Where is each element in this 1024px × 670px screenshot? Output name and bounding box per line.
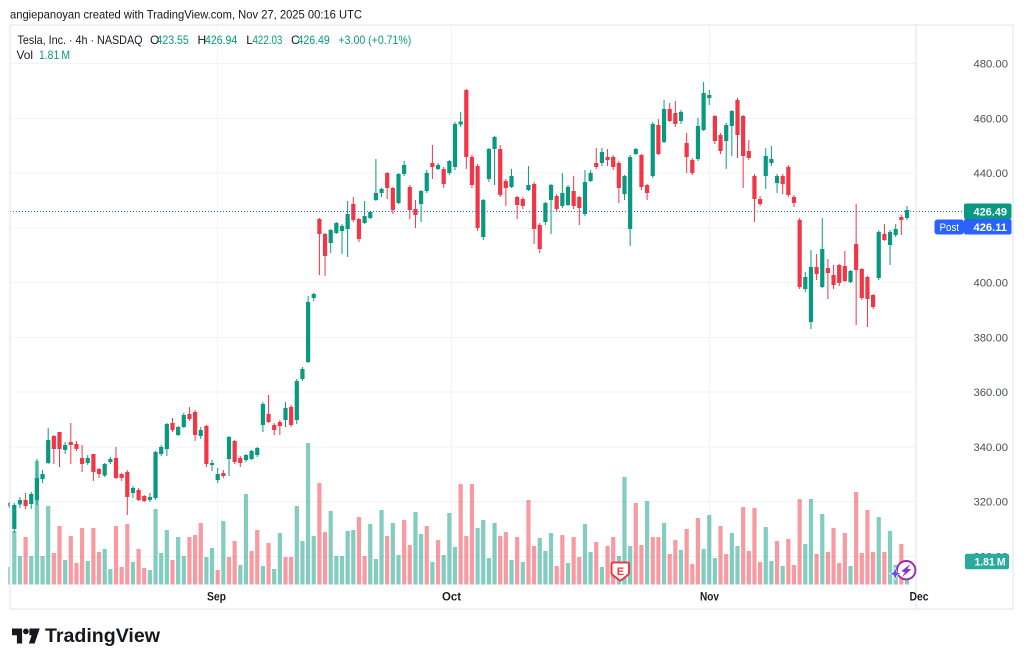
svg-text:Tesla, Inc. · 4h · NASDAQ: Tesla, Inc. · 4h · NASDAQ <box>18 33 143 47</box>
svg-text:angiepanoyan created with Trad: angiepanoyan created with TradingView.co… <box>10 8 362 22</box>
svg-text:480.00: 480.00 <box>973 59 1008 71</box>
svg-text:Nov: Nov <box>700 590 719 604</box>
svg-text:426.49: 426.49 <box>298 33 331 47</box>
svg-text:422.03: 422.03 <box>253 33 283 47</box>
svg-text:TradingView: TradingView <box>45 625 161 647</box>
svg-text:440.00: 440.00 <box>973 168 1008 180</box>
svg-text:1.81 M: 1.81 M <box>39 48 70 62</box>
svg-text:380.00: 380.00 <box>973 333 1008 345</box>
svg-text:L: L <box>246 33 253 47</box>
svg-text:423.55: 423.55 <box>157 33 190 47</box>
svg-text:Sep: Sep <box>207 590 226 604</box>
svg-text:Vol: Vol <box>17 48 34 62</box>
svg-text:Post: Post <box>940 222 960 234</box>
svg-text:H: H <box>198 33 207 47</box>
svg-text:340.00: 340.00 <box>973 442 1008 454</box>
svg-text:320.00: 320.00 <box>973 497 1008 509</box>
svg-text:1.81 M: 1.81 M <box>975 557 1006 569</box>
svg-text:O: O <box>150 33 159 47</box>
svg-text:426.11: 426.11 <box>974 222 1008 234</box>
svg-text:Dec: Dec <box>910 590 929 604</box>
svg-text:C: C <box>291 33 300 47</box>
svg-text:Oct: Oct <box>442 590 461 604</box>
svg-text:400.00: 400.00 <box>973 278 1008 290</box>
svg-text:426.49: 426.49 <box>974 206 1008 218</box>
svg-text:E: E <box>617 566 624 578</box>
svg-text:460.00: 460.00 <box>973 114 1008 126</box>
svg-text:360.00: 360.00 <box>973 387 1008 399</box>
svg-text:426.94: 426.94 <box>205 33 238 47</box>
svg-text:+3.00 (+0.71%): +3.00 (+0.71%) <box>339 33 412 47</box>
